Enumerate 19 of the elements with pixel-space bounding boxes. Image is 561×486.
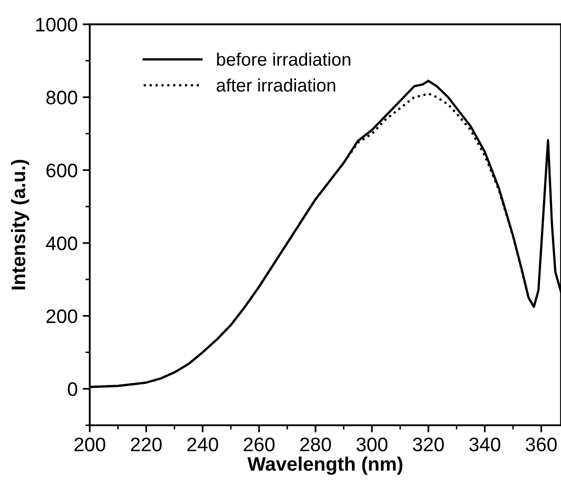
x-axis-title: Wavelength (nm) xyxy=(247,456,402,475)
x-tick-label: 240 xyxy=(187,438,218,452)
y-tick-label: 400 xyxy=(46,236,78,250)
y-tick-label: 1000 xyxy=(36,18,78,32)
y-axis-title: Intensity (a.u.) xyxy=(11,160,30,290)
x-tick-label: 260 xyxy=(244,438,275,452)
y-tick-label: 600 xyxy=(46,164,78,178)
x-tick-label: 340 xyxy=(469,438,500,452)
y-tick-label: 800 xyxy=(46,90,78,104)
legend-label: after irradiation xyxy=(216,78,336,92)
x-tick-label: 360 xyxy=(526,438,557,452)
x-tick-label: 220 xyxy=(130,438,162,452)
y-tick-label: 200 xyxy=(46,309,78,324)
x-tick-label: 320 xyxy=(412,438,444,452)
x-tick-label: 200 xyxy=(74,438,106,452)
x-tick-label: 280 xyxy=(300,438,331,452)
y-tick-label: 0 xyxy=(68,382,78,396)
legend-label: before irradiation xyxy=(217,52,350,66)
x-tick-label: 300 xyxy=(356,438,388,452)
